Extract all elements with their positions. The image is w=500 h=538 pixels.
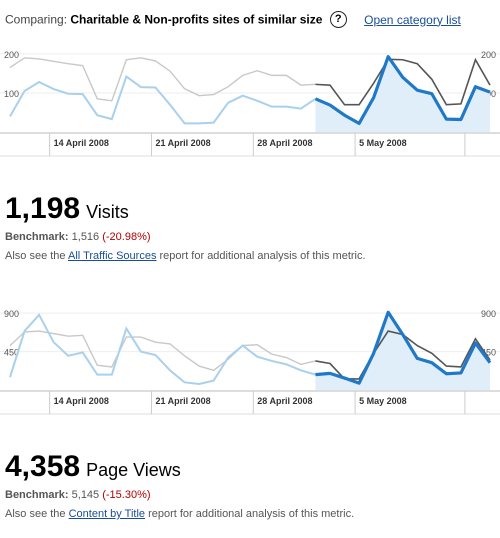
all-traffic-sources-link[interactable]: All Traffic Sources (68, 250, 157, 262)
site-line-current (315, 310, 492, 385)
x-tick-label: 28 April 2008 (257, 138, 312, 148)
y-tick-label-right: 450 (481, 348, 496, 358)
comparison-header: Comparing: Charitable & Non-profits site… (5, 11, 495, 34)
note-suffix: report for additional analysis of this m… (145, 508, 355, 520)
site-line-past (9, 313, 316, 386)
content-by-title-link[interactable]: Content by Title (68, 508, 146, 520)
x-tick-label: 5 May 2008 (359, 396, 407, 406)
visits-benchmark: Benchmark: 1,516 (-20.98%) (5, 231, 151, 243)
category-name: Charitable & Non-profits sites of simila… (70, 12, 323, 27)
y-tick-label-right: 900 (481, 309, 496, 319)
y-tick-label-left: 900 (4, 309, 19, 319)
site-line-current (314, 55, 491, 126)
note-suffix: report for additional analysis of this m… (156, 250, 366, 262)
benchmark-value: 5,145 (71, 489, 100, 501)
y-tick-label-left: 450 (4, 348, 19, 358)
pageviews-metric: 4,358 Page Views (5, 450, 181, 484)
help-icon[interactable]: ? (329, 11, 347, 28)
y-tick-label-right: 200 (481, 50, 496, 60)
pageviews-note: Also see the Content by Title report for… (5, 508, 354, 520)
x-tick-label: 14 April 2008 (54, 138, 109, 148)
benchmark-change: (-20.98%) (102, 231, 151, 243)
pageviews-chart-svg: 900 900 450 450 14 April 2008 21 April 2008 28… (0, 309, 500, 415)
y-tick-label-left: 100 (4, 89, 19, 99)
pageviews-benchmark: Benchmark: 5,145 (-15.30%) (5, 489, 151, 501)
x-tick-label: 14 April 2008 (54, 396, 109, 406)
x-tick-label: 21 April 2008 (155, 138, 210, 148)
pageviews-unit: Page Views (86, 460, 181, 480)
x-tick-label: 21 April 2008 (155, 396, 210, 406)
visits-note: Also see the All Traffic Sources report … (5, 250, 366, 262)
benchmark-line-current (315, 57, 491, 106)
x-tick-label: 5 May 2008 (359, 138, 407, 148)
visits-value: 1,198 (5, 192, 81, 225)
benchmark-label: Benchmark: (5, 489, 69, 501)
benchmark-change: (-15.30%) (102, 489, 151, 501)
note-prefix: Also see the (5, 250, 68, 262)
site-line-past (9, 74, 317, 125)
y-tick-label-left: 200 (4, 50, 19, 60)
highlight-area (315, 56, 490, 133)
pageviews-chart: 900 900 450 450 14 April 2008 21 April 2008 28… (0, 298, 500, 438)
benchmark-line-past (9, 57, 316, 102)
x-tick-label: 28 April 2008 (257, 396, 312, 406)
visits-unit: Visits (86, 202, 129, 222)
benchmark-value: 1,516 (71, 231, 100, 243)
comparing-label: Comparing: (5, 12, 68, 27)
benchmark-line-past (9, 330, 316, 372)
benchmark-label: Benchmark: (5, 231, 69, 243)
pageviews-value: 4,358 (5, 450, 81, 483)
visits-metric: 1,198 Visits (5, 192, 129, 226)
open-category-list-link[interactable]: Open category list (364, 12, 461, 27)
note-prefix: Also see the (5, 508, 69, 520)
highlight-area (315, 312, 490, 390)
